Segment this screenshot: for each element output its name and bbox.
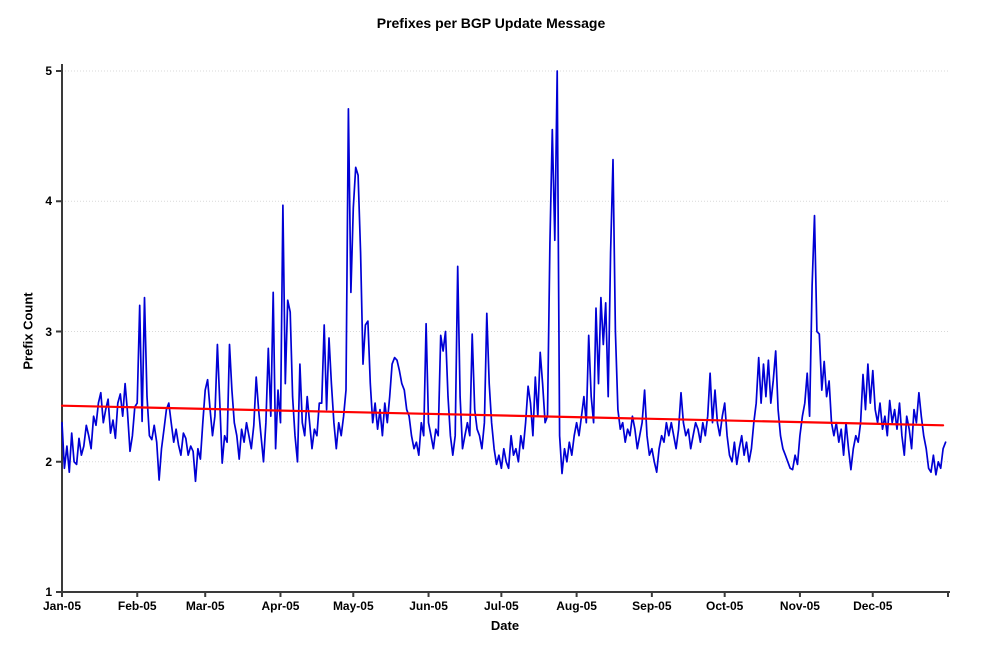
x-tick-label: Sep-05 xyxy=(632,599,672,613)
y-tick-label: 4 xyxy=(45,194,52,209)
y-tick-label: 1 xyxy=(45,585,52,599)
x-tick-label: May-05 xyxy=(332,599,374,613)
y-tick-label: 3 xyxy=(45,324,52,339)
x-tick-label: Jun-05 xyxy=(409,599,448,613)
x-tick-label: Oct-05 xyxy=(705,599,744,613)
x-tick-label: Mar-05 xyxy=(185,599,225,613)
x-tick-label: Dec-05 xyxy=(853,599,893,613)
x-tick-label: Nov-05 xyxy=(779,599,820,613)
y-tick-label: 2 xyxy=(45,454,52,469)
x-tick-label: Jan-05 xyxy=(42,599,82,613)
x-tick-label: Feb-05 xyxy=(117,599,157,613)
x-axis-title: Date xyxy=(490,618,520,633)
y-tick-label: 5 xyxy=(45,64,52,78)
x-tick-label: Apr-05 xyxy=(261,599,300,613)
chart-title: Prefixes per BGP Update Message xyxy=(376,15,606,31)
x-tick-label: Jul-05 xyxy=(484,599,519,613)
x-tick-label: Aug-05 xyxy=(556,599,597,613)
